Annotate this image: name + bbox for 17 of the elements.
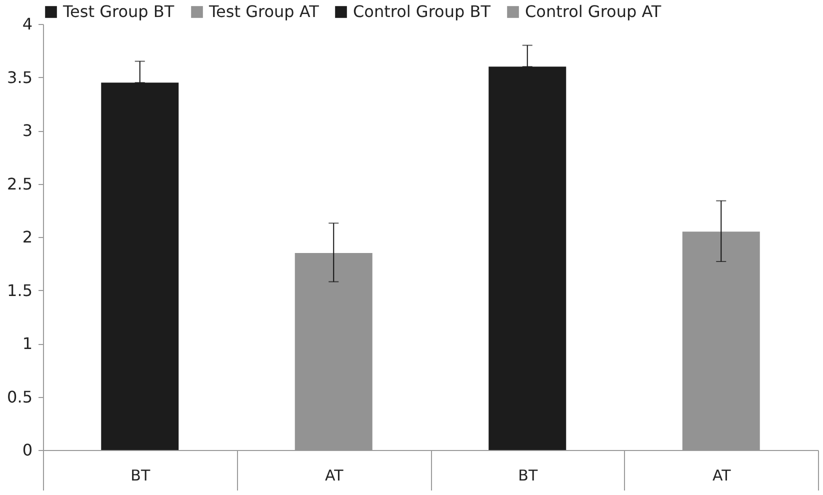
legend-label: Control Group BT bbox=[353, 2, 491, 21]
y-tick-label: 4 bbox=[22, 14, 32, 34]
legend-label: Test Group BT bbox=[62, 2, 174, 21]
y-tick-label: 3.5 bbox=[7, 68, 32, 87]
x-tick-label: BT bbox=[130, 466, 151, 484]
x-tick-label: BT bbox=[518, 466, 538, 484]
legend-label: Control Group AT bbox=[525, 2, 662, 21]
y-tick-label: 0 bbox=[22, 440, 32, 460]
x-tick-label: AT bbox=[324, 466, 344, 484]
y-tick-label: 3 bbox=[22, 121, 32, 140]
y-tick-label: 2 bbox=[22, 228, 32, 246]
y-tick-label: 1 bbox=[22, 334, 32, 353]
x-tick-label: AT bbox=[712, 466, 732, 484]
legend-label: Test Group AT bbox=[208, 2, 320, 21]
y-tick-label: 2.5 bbox=[7, 174, 32, 194]
y-tick-label: 0.5 bbox=[7, 387, 32, 406]
y-tick-label: 1.5 bbox=[7, 280, 32, 300]
